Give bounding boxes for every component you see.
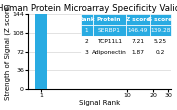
X-axis label: Signal Rank: Signal Rank [79,100,120,106]
Bar [35,13,47,89]
Y-axis label: Strength of Signal (Z score): Strength of Signal (Z score) [4,3,11,100]
Title: Human Protein Microarray Specificity Validation: Human Protein Microarray Specificity Val… [0,4,177,13]
